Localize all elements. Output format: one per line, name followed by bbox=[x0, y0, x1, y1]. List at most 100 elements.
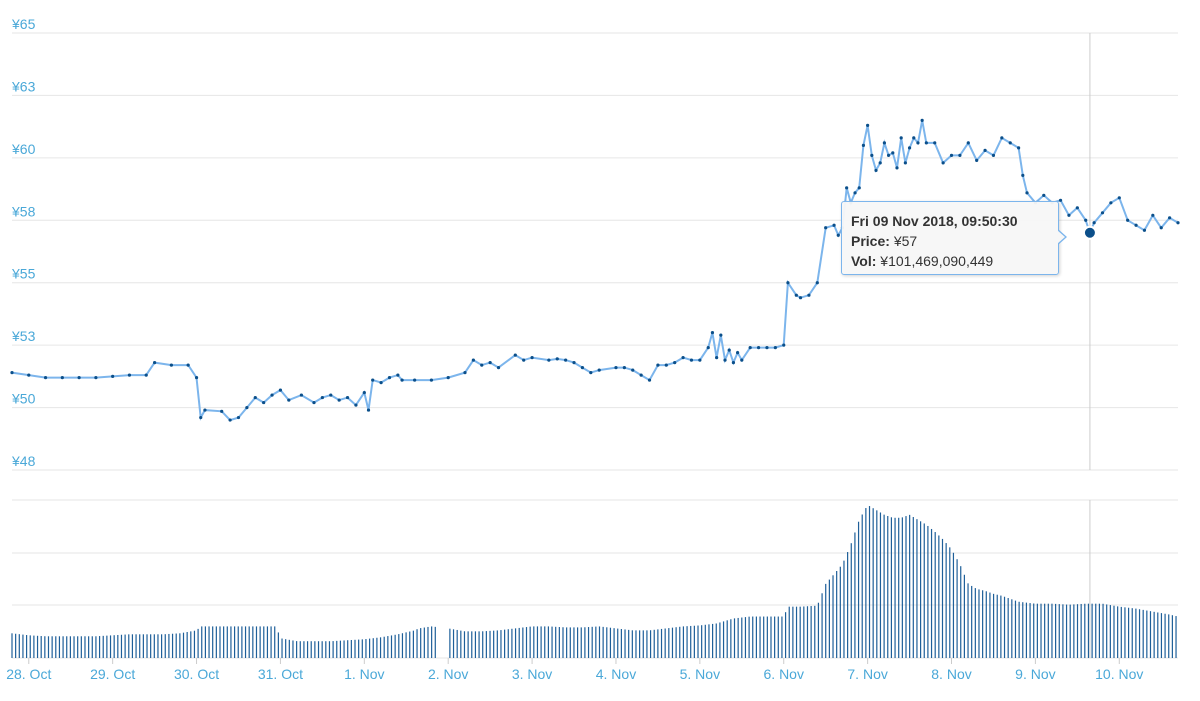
volume-bar bbox=[774, 616, 776, 658]
volume-bar bbox=[15, 633, 17, 658]
volume-bar bbox=[299, 641, 301, 658]
volume-bar bbox=[1022, 602, 1024, 658]
volume-bar bbox=[146, 634, 148, 658]
price-point bbox=[765, 346, 769, 350]
tooltip: Fri 09 Nov 2018, 09:50:30 Price: ¥57 Vol… bbox=[841, 201, 1067, 275]
volume-bar bbox=[1003, 596, 1006, 658]
volume-bar bbox=[653, 629, 655, 658]
price-series-line bbox=[11, 120, 1179, 422]
volume-bar bbox=[1007, 598, 1009, 658]
price-point bbox=[756, 346, 761, 350]
price-point bbox=[748, 346, 752, 350]
price-point bbox=[345, 395, 350, 400]
volume-bar bbox=[514, 628, 517, 658]
volume-bar bbox=[752, 616, 754, 658]
tooltip-vol-value: ¥101,469,090,449 bbox=[880, 253, 994, 269]
price-point bbox=[866, 123, 870, 127]
volume-bar bbox=[369, 638, 371, 658]
volume-bar bbox=[379, 637, 382, 658]
price-point bbox=[782, 343, 786, 347]
volume-bar bbox=[500, 630, 502, 658]
price-point bbox=[446, 376, 450, 380]
volume-bar bbox=[890, 517, 893, 658]
price-point bbox=[1109, 201, 1113, 205]
volume-bar bbox=[533, 626, 535, 658]
volume-bar bbox=[628, 629, 630, 658]
price-point bbox=[903, 161, 907, 165]
volume-bar bbox=[383, 636, 385, 658]
price-point bbox=[798, 296, 803, 300]
volume-bar bbox=[36, 635, 39, 658]
price-point bbox=[845, 186, 849, 190]
price-point bbox=[727, 348, 731, 352]
price-point bbox=[916, 141, 920, 145]
volume-bar bbox=[1149, 611, 1152, 658]
volume-bar bbox=[850, 543, 852, 658]
highlighted-point bbox=[1082, 225, 1097, 240]
price-point bbox=[857, 186, 861, 190]
volume-bar bbox=[1160, 613, 1163, 658]
price-point bbox=[991, 153, 996, 157]
price-point bbox=[366, 408, 371, 412]
volume-bar bbox=[916, 519, 918, 658]
volume-bar bbox=[544, 626, 546, 658]
price-point bbox=[400, 378, 404, 382]
volume-bar bbox=[230, 626, 232, 658]
volume-bar bbox=[394, 634, 396, 658]
volume-bar bbox=[33, 635, 35, 658]
volume-bar bbox=[248, 626, 250, 658]
volume-bar bbox=[51, 636, 53, 658]
grid-lines bbox=[12, 32, 1178, 659]
volume-bar bbox=[471, 631, 473, 658]
price-point bbox=[958, 153, 962, 157]
price-point bbox=[870, 153, 874, 157]
price-point bbox=[689, 358, 694, 362]
volume-bar bbox=[365, 639, 367, 658]
volume-bar bbox=[1120, 606, 1122, 658]
volume-bar bbox=[164, 634, 166, 658]
volume-bar bbox=[865, 508, 867, 658]
volume-bar bbox=[956, 559, 958, 658]
tooltip-price-label: Price: bbox=[851, 233, 890, 249]
volume-bar bbox=[722, 621, 725, 658]
volume-bar bbox=[525, 627, 528, 658]
volume-bar bbox=[938, 535, 940, 658]
price-point bbox=[429, 378, 434, 382]
volume-bar bbox=[857, 521, 860, 658]
volume-bar bbox=[701, 625, 703, 658]
tooltip-vol-label: Vol: bbox=[851, 253, 877, 269]
volume-bar bbox=[675, 627, 677, 658]
price-point bbox=[530, 356, 534, 360]
volume-bar bbox=[817, 602, 820, 658]
volume-bar bbox=[11, 633, 13, 658]
volume-bar bbox=[347, 640, 349, 658]
price-point bbox=[245, 405, 249, 410]
volume-bar bbox=[814, 605, 816, 658]
volume-bar bbox=[1138, 609, 1141, 658]
volume-bar bbox=[1109, 605, 1111, 658]
volume-bar bbox=[518, 627, 520, 658]
volume-bar bbox=[281, 638, 283, 658]
volume-bar bbox=[336, 640, 338, 658]
volume-bar bbox=[55, 636, 57, 658]
volume-bar bbox=[1036, 603, 1038, 658]
volume-bar bbox=[321, 641, 323, 658]
volume-bar bbox=[573, 627, 575, 658]
volume-bar bbox=[58, 636, 61, 658]
volume-bar bbox=[1135, 608, 1137, 658]
volume-bar bbox=[84, 636, 86, 658]
volume-bar bbox=[390, 635, 393, 658]
y-tick-label: ¥65 bbox=[11, 16, 36, 32]
volume-bar bbox=[828, 579, 830, 658]
volume-bar bbox=[117, 634, 119, 658]
volume-bar bbox=[905, 516, 907, 658]
volume-bar bbox=[551, 626, 553, 658]
volume-bar bbox=[1065, 604, 1068, 658]
volume-bar bbox=[1011, 599, 1013, 658]
volume-bar bbox=[1051, 603, 1053, 658]
price-point bbox=[572, 361, 576, 365]
volume-bar bbox=[69, 636, 71, 658]
volume-bar bbox=[982, 590, 984, 658]
